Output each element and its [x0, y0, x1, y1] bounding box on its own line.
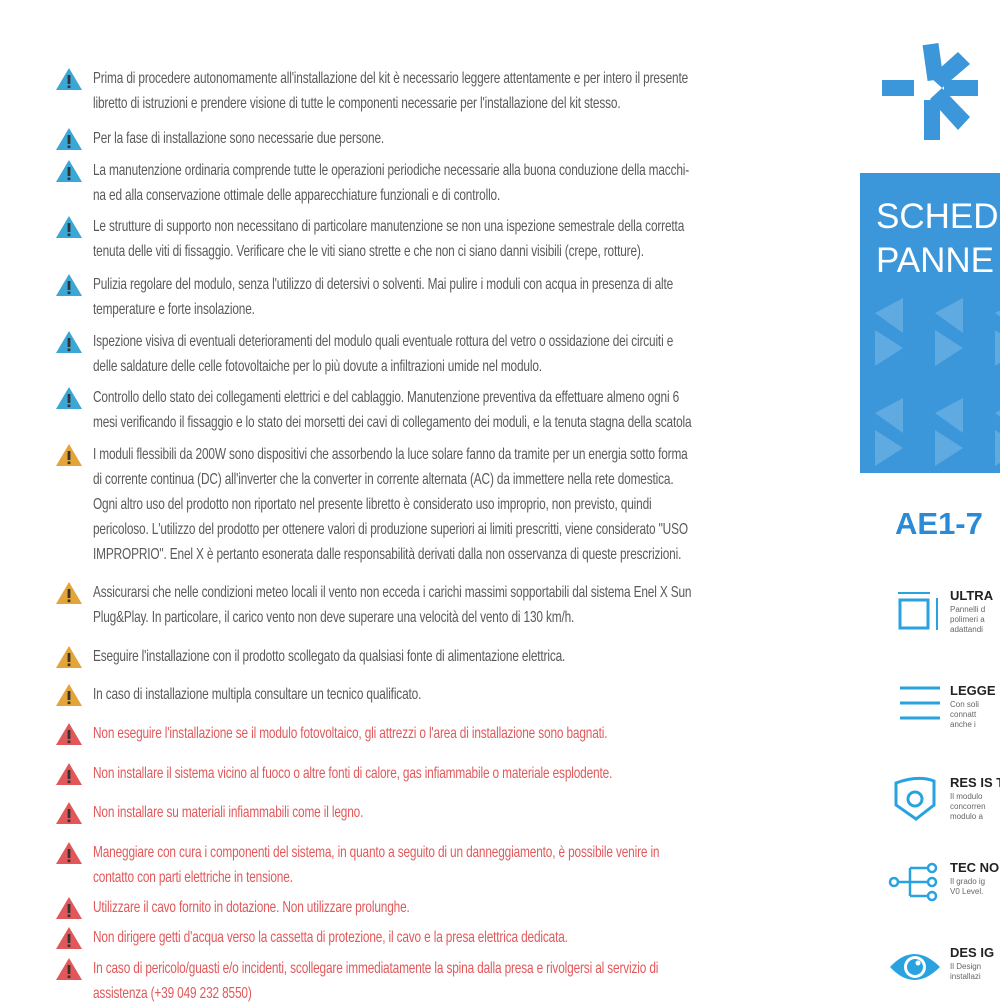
- warning-text-line: IMPROPRIO". Enel X è pertanto esonerata …: [93, 546, 682, 563]
- eye-icon: [890, 954, 940, 980]
- warning-triangle-icon: [56, 927, 82, 949]
- shield-icon: [894, 776, 936, 821]
- warning-text-line: Non dirigere getti d'acqua verso la cass…: [93, 929, 568, 946]
- feature-description-line: polimeri a: [950, 615, 985, 624]
- pattern-shape: [935, 298, 963, 333]
- feature-description-line: connatt: [950, 710, 977, 719]
- warning-text-line: Eseguire l'installazione con il prodotto…: [93, 648, 566, 665]
- warning-triangle-icon: [56, 128, 82, 150]
- feature-description: Con soli connatt anche i: [950, 700, 979, 730]
- feature-description-line: modulo a: [950, 812, 983, 821]
- warning-text-line: In caso di pericolo/guasti e/o incidenti…: [93, 960, 659, 977]
- warning-triangle-icon: [56, 68, 82, 90]
- warning-triangle-icon: [56, 723, 82, 745]
- title-banner: SCHED PANNE: [860, 173, 1000, 473]
- warning-triangle-icon: [56, 160, 82, 182]
- warning-triangle-icon: [56, 646, 82, 668]
- warning-text-line: assistenza (+39 049 232 8550): [93, 985, 252, 1002]
- warning-text-line: I moduli flessibili da 200W sono disposi…: [93, 446, 688, 463]
- warning-triangle-icon: [56, 331, 82, 353]
- pattern-shape: [995, 410, 1000, 417]
- feature-description-line: adattandi: [950, 625, 983, 634]
- warning-text-line: Prima di procedere autonomamente all'ins…: [93, 70, 689, 87]
- warning-triangle-icon: [56, 897, 82, 919]
- pattern-shape: [875, 298, 903, 333]
- warning-text-line: Le strutture di supporto non necessitano…: [93, 218, 685, 235]
- warning-text-line: Controllo dello stato dei collegamenti e…: [93, 389, 680, 406]
- warning-triangle-icon: [56, 842, 82, 864]
- feature-title: DES IG: [950, 945, 995, 960]
- banner-pattern: [875, 298, 1000, 466]
- banner-title-line-2: PANNE: [876, 241, 994, 280]
- feature-description: Il Design installazi: [950, 962, 981, 982]
- feature-description-line: Il modulo: [950, 792, 983, 801]
- warning-text-line: Non installare su materiali infiammabili…: [93, 804, 364, 821]
- warning-triangle-icon: [56, 582, 82, 604]
- feature-description-line: anche i: [950, 720, 976, 729]
- pattern-shape: [935, 430, 963, 466]
- warning-text-line: Per la fase di installazione sono necess…: [93, 130, 385, 147]
- brand-logo: [880, 42, 990, 142]
- feature-description-line: installazi: [950, 972, 981, 981]
- warning-text-line: Plug&Play. In particolare, il carico ven…: [93, 609, 575, 626]
- feature-title: LEGGE: [950, 683, 996, 698]
- warning-triangle-icon: [56, 387, 82, 409]
- pattern-shape: [995, 310, 1000, 317]
- network-icon: [888, 862, 938, 902]
- feature-title: RES IS T: [950, 775, 1000, 790]
- feature-description-line: Il Design: [950, 962, 982, 971]
- warning-text-line: Maneggiare con cura i componenti del sis…: [93, 844, 660, 861]
- feature-description-line: Con soli: [950, 700, 979, 709]
- model-name: AE1-7: [895, 506, 983, 541]
- feature-description-line: V0 Level.: [950, 887, 984, 896]
- pattern-shape: [935, 330, 963, 366]
- warning-triangle-icon: [56, 216, 82, 238]
- warning-text-line: delle saldature delle celle fotovoltaich…: [93, 358, 542, 375]
- feature-description-line: concorren: [950, 802, 986, 811]
- feature-title: TEC NO: [950, 860, 1000, 875]
- warning-triangle-icon: [56, 444, 82, 466]
- warning-text-line: Ispezione visiva di eventuali deterioram…: [93, 333, 674, 350]
- feature-description: Il grado ig V0 Level.: [950, 877, 985, 897]
- warning-text-line: na ed alla conservazione ottimale delle …: [93, 187, 501, 204]
- pattern-shape: [875, 430, 903, 466]
- warning-triangle-icon: [56, 802, 82, 824]
- warning-text-line: di corrente continua (DC) all'inverter c…: [93, 471, 674, 488]
- warning-text-line: contatto con parti elettriche in tension…: [93, 869, 293, 886]
- warning-text-line: temperature e forte insolazione.: [93, 301, 255, 318]
- feature-description-line: Pannelli d: [950, 605, 986, 614]
- feature-description-line: Il grado ig: [950, 877, 986, 886]
- warning-triangle-icon: [56, 684, 82, 706]
- pattern-shape: [875, 330, 903, 366]
- layers-icon: [900, 686, 940, 720]
- banner-title-line-1: SCHED: [876, 197, 999, 236]
- pattern-shape: [935, 398, 963, 433]
- warning-text-line: libretto di istruzioni e prendere vision…: [93, 95, 621, 112]
- warning-triangle-icon: [56, 763, 82, 785]
- warning-text-line: Ogni altro uso del prodotto non riportat…: [93, 496, 652, 513]
- warning-text-line: In caso di installazione multipla consul…: [93, 686, 422, 703]
- warning-triangle-icon: [56, 958, 82, 980]
- pattern-shape: [875, 398, 903, 433]
- warning-text-line: Pulizia regolare del modulo, senza l'uti…: [93, 276, 674, 293]
- warning-text-line: tenuta delle viti di fissaggio. Verifica…: [93, 243, 644, 260]
- warning-text-line: Non eseguire l'installazione se il modul…: [93, 725, 608, 742]
- pattern-shape: [995, 330, 1000, 366]
- dimensions-icon: [898, 592, 938, 630]
- feature-description: Il modulo concorren modulo a: [950, 792, 986, 822]
- feature-title: ULTRA: [950, 588, 994, 603]
- warning-triangle-icon: [56, 274, 82, 296]
- warning-text-line: pericoloso. L'utilizzo del prodotto per …: [93, 521, 688, 538]
- pattern-shape: [995, 430, 1000, 466]
- feature-description: Pannelli d polimeri a adattandi: [950, 605, 985, 635]
- warning-text-line: Utilizzare il cavo fornito in dotazione.…: [93, 899, 410, 916]
- warning-text-line: Assicurarsi che nelle condizioni meteo l…: [93, 584, 692, 601]
- warning-text-line: mesi verificando il fissaggio e lo stato…: [93, 414, 692, 431]
- warning-text-line: La manutenzione ordinaria comprende tutt…: [93, 162, 690, 179]
- warning-text-line: Non installare il sistema vicino al fuoc…: [93, 765, 613, 782]
